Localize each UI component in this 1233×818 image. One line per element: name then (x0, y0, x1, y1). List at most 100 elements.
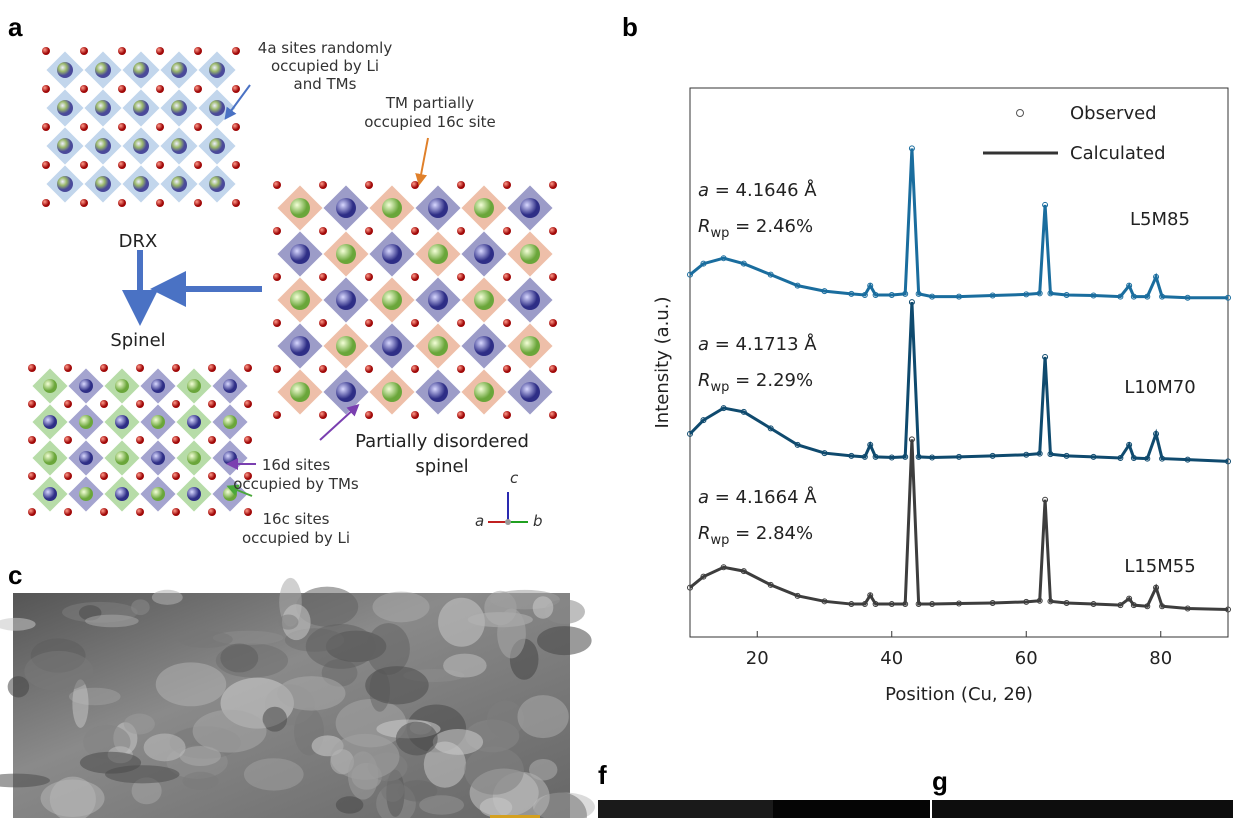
oxygen (232, 161, 240, 169)
sem-grain (193, 710, 267, 753)
value: = 2.84% (729, 523, 813, 544)
oxygen (118, 47, 126, 55)
axis-label: b (533, 512, 543, 530)
x-tick-label: 40 (880, 648, 903, 669)
sem-grain (124, 714, 155, 735)
sem-grain (244, 758, 304, 790)
annotation: and TMs (294, 75, 357, 93)
cation (133, 62, 149, 78)
figure: c a b a b c f g 4a sites randomly occupi… (0, 0, 1233, 818)
sem-grain (517, 695, 568, 738)
lattice-annotation: a = 4.1646 Å (698, 179, 817, 201)
oxygen (503, 181, 511, 189)
cation (57, 62, 73, 78)
sem-grain (80, 752, 141, 774)
plot-frame (690, 88, 1228, 637)
cation (187, 379, 201, 393)
sem-grain (480, 797, 513, 817)
oxygen (118, 123, 126, 131)
oxygen (411, 411, 419, 419)
oxygen (503, 273, 511, 281)
cation (336, 290, 356, 310)
cation (57, 138, 73, 154)
value: = 2.46% (729, 216, 813, 237)
cation (382, 244, 402, 264)
sem-grain (348, 751, 378, 799)
cation (79, 451, 93, 465)
cation (428, 198, 448, 218)
cation (209, 138, 225, 154)
sem-grain (278, 614, 298, 629)
oxygen (365, 319, 373, 327)
oxygen (100, 436, 108, 444)
italic-symbol: a (698, 487, 709, 508)
oxygen (156, 199, 164, 207)
cation (151, 451, 165, 465)
oxygen (457, 273, 465, 281)
oxygen (365, 227, 373, 235)
cation (95, 138, 111, 154)
sem-grain (156, 662, 226, 706)
sem-grain (443, 654, 487, 678)
italic-symbol: R (698, 523, 711, 544)
sem-grain (24, 651, 93, 691)
cation (133, 176, 149, 192)
oxygen (136, 472, 144, 480)
italic-symbol: R (698, 216, 711, 237)
oxygen (194, 47, 202, 55)
oxygen (232, 85, 240, 93)
sem-grain (537, 626, 592, 655)
oxygen (244, 400, 252, 408)
oxygen (208, 508, 216, 516)
xrd-chart: 20406080Position (Cu, 2θ)Intensity (a.u.… (652, 88, 1231, 705)
image-f2 (773, 800, 930, 818)
oxygen (232, 47, 240, 55)
cation (95, 62, 111, 78)
sem-grain (419, 795, 464, 814)
cation (115, 451, 129, 465)
oxygen (232, 199, 240, 207)
cation (95, 176, 111, 192)
oxygen (273, 181, 281, 189)
italic-symbol: a (698, 334, 709, 355)
oxygen (172, 436, 180, 444)
oxygen (365, 365, 373, 373)
value: = 4.1664 Å (709, 486, 817, 508)
oxygen (319, 273, 327, 281)
value: = 4.1646 Å (709, 179, 817, 201)
oxygen (549, 365, 557, 373)
oxygen (64, 508, 72, 516)
cation (223, 451, 237, 465)
cation (290, 382, 310, 402)
oxygen (64, 436, 72, 444)
cation (428, 336, 448, 356)
cation (133, 138, 149, 154)
oxygen (194, 123, 202, 131)
cation (520, 198, 540, 218)
annotation: occupied 16c site (364, 113, 496, 131)
oxygen (457, 411, 465, 419)
sem-grain (529, 759, 557, 781)
oxygen (80, 123, 88, 131)
cation (382, 336, 402, 356)
cation (43, 379, 57, 393)
oxygen (136, 436, 144, 444)
oxygen (503, 227, 511, 235)
cation (428, 382, 448, 402)
oxygen (100, 472, 108, 480)
cation (209, 176, 225, 192)
oxygen (100, 400, 108, 408)
oxygen (549, 319, 557, 327)
cation (171, 176, 187, 192)
oxygen (457, 227, 465, 235)
cation (187, 415, 201, 429)
oxygen (503, 411, 511, 419)
oxygen (194, 199, 202, 207)
cation (43, 415, 57, 429)
legend-label: Observed (1070, 103, 1157, 124)
oxygen (319, 365, 327, 373)
x-tick-label: 20 (746, 648, 769, 669)
figure-svg: c a b a b c f g 4a sites randomly occupi… (0, 0, 1233, 818)
oxygen (194, 85, 202, 93)
cation (171, 138, 187, 154)
